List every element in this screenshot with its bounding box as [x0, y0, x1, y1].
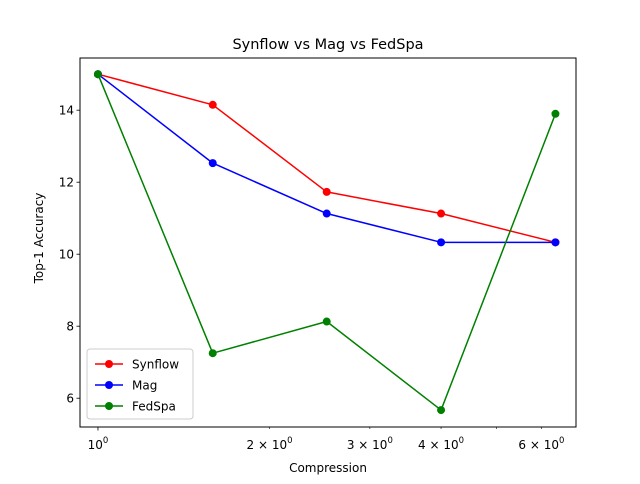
- legend-label-synflow: Synflow: [132, 358, 179, 372]
- x-tick-label-minor-4: 6 × 100: [518, 436, 564, 452]
- data-point-mag-2: [322, 209, 331, 218]
- data-point-fedspa-0: [93, 70, 102, 79]
- series-synflow: [93, 70, 560, 247]
- data-point-mag-3: [437, 238, 446, 247]
- x-axis-label: Compression: [289, 461, 367, 475]
- legend-marker-mag: [105, 381, 113, 389]
- legend-marker-fedspa: [105, 402, 113, 410]
- legend-box: [86, 348, 194, 420]
- data-point-fedspa-3: [437, 406, 446, 415]
- data-point-synflow-2: [322, 187, 331, 196]
- data-point-mag-1: [208, 159, 217, 168]
- legend-label-fedspa: FedSpa: [132, 400, 176, 414]
- data-point-fedspa-1: [208, 349, 217, 358]
- x-tick-label-minor-1: 3 × 100: [347, 436, 393, 452]
- legend: Synflow Mag FedSpa: [86, 348, 194, 420]
- legend-label-mag: Mag: [132, 379, 157, 393]
- y-tick-label-4: 14: [59, 104, 74, 118]
- x-tick-label-minor-2: 4 × 100: [418, 436, 464, 452]
- y-tick-label-2: 10: [59, 248, 74, 262]
- data-point-mag-4: [551, 238, 560, 247]
- series-mag: [93, 70, 560, 247]
- legend-marker-synflow: [105, 360, 113, 368]
- plot-frame: [79, 57, 577, 428]
- y-tick-label-3: 12: [59, 176, 74, 190]
- y-axis-label: Top-1 Accuracy: [32, 193, 46, 285]
- data-point-fedspa-4: [551, 109, 560, 118]
- y-tick-label-0: 6: [66, 392, 74, 406]
- data-point-synflow-1: [208, 100, 217, 109]
- x-tick-label-minor-0: 2 × 100: [247, 436, 293, 452]
- data-point-synflow-3: [437, 209, 446, 218]
- y-tick-label-1: 8: [66, 320, 74, 334]
- x-tick-label-major-0: 100: [88, 436, 109, 452]
- chart-title: Synflow vs Mag vs FedSpa: [232, 37, 423, 53]
- data-point-fedspa-2: [322, 317, 331, 326]
- series-fedspa: [93, 70, 560, 415]
